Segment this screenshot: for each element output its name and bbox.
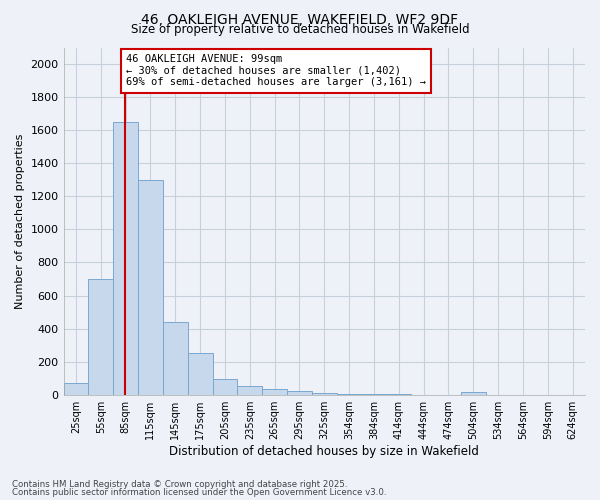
Text: Contains public sector information licensed under the Open Government Licence v3: Contains public sector information licen… <box>12 488 386 497</box>
Bar <box>88 279 113 394</box>
Bar <box>212 379 238 394</box>
Bar <box>64 383 88 394</box>
Bar <box>138 180 163 394</box>
X-axis label: Distribution of detached houses by size in Wakefield: Distribution of detached houses by size … <box>169 444 479 458</box>
Bar <box>188 354 212 395</box>
Bar <box>113 122 138 394</box>
Text: 46, OAKLEIGH AVENUE, WAKEFIELD, WF2 9DF: 46, OAKLEIGH AVENUE, WAKEFIELD, WF2 9DF <box>142 12 458 26</box>
Bar <box>262 389 287 394</box>
Text: Size of property relative to detached houses in Wakefield: Size of property relative to detached ho… <box>131 22 469 36</box>
Text: Contains HM Land Registry data © Crown copyright and database right 2025.: Contains HM Land Registry data © Crown c… <box>12 480 347 489</box>
Bar <box>312 393 337 394</box>
Text: 46 OAKLEIGH AVENUE: 99sqm
← 30% of detached houses are smaller (1,402)
69% of se: 46 OAKLEIGH AVENUE: 99sqm ← 30% of detac… <box>126 54 426 88</box>
Bar <box>163 322 188 394</box>
Y-axis label: Number of detached properties: Number of detached properties <box>15 134 25 309</box>
Bar <box>287 392 312 394</box>
Bar <box>238 386 262 394</box>
Bar <box>461 392 485 394</box>
